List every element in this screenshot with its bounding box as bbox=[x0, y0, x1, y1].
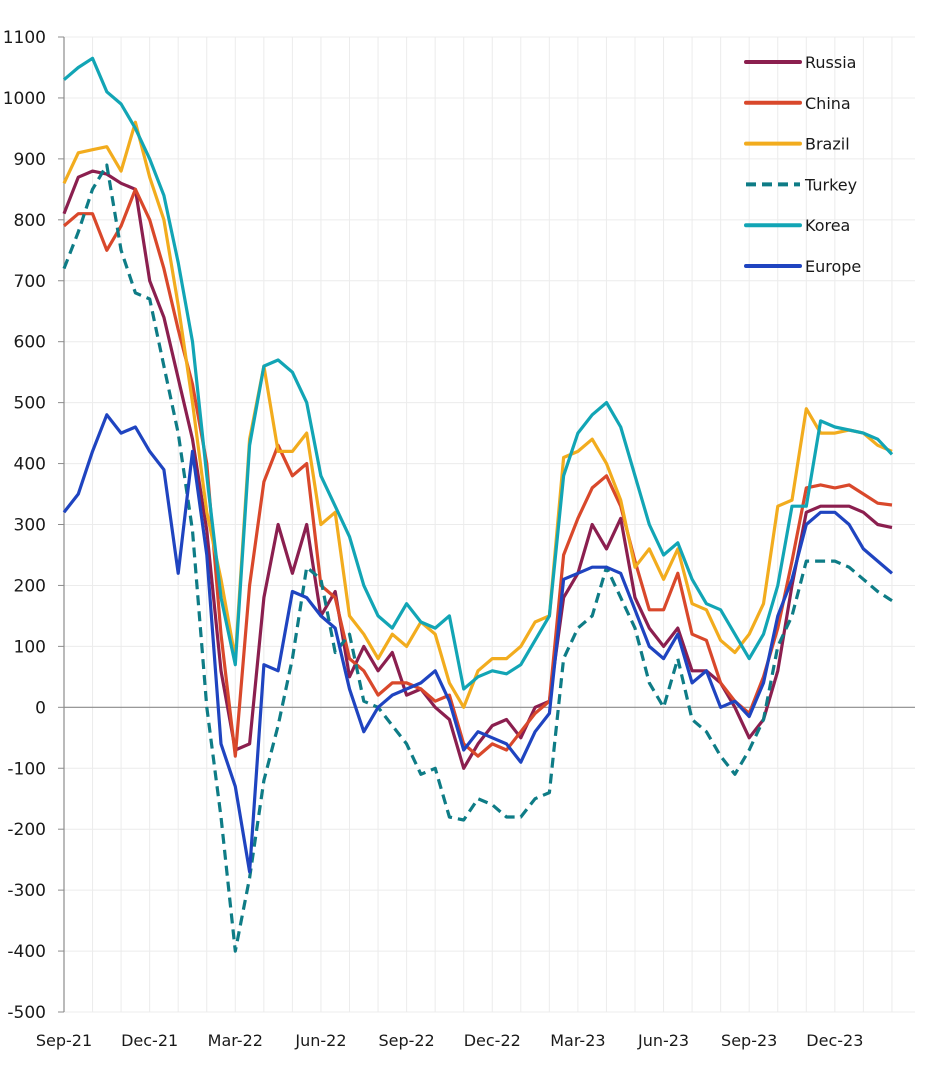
x-tick-label: Mar-23 bbox=[550, 1031, 605, 1050]
legend-label-brazil: Brazil bbox=[805, 135, 850, 154]
y-tick-label: 1100 bbox=[3, 28, 46, 48]
x-tick-label: Dec-22 bbox=[464, 1031, 521, 1050]
x-tick-label: Dec-23 bbox=[806, 1031, 863, 1050]
y-tick-label: 600 bbox=[14, 333, 46, 353]
y-axis-ticks: 110010009008007006005004003002001000-100… bbox=[3, 28, 46, 1023]
y-tick-label: 900 bbox=[14, 150, 46, 170]
legend-label-turkey: Turkey bbox=[804, 175, 857, 194]
y-tick-label: 1000 bbox=[3, 89, 46, 109]
y-tick-label: 800 bbox=[14, 211, 46, 231]
legend-label-europe: Europe bbox=[805, 257, 861, 276]
y-tick-label: -400 bbox=[7, 942, 46, 962]
x-tick-label: Mar-22 bbox=[208, 1031, 263, 1050]
legend-label-korea: Korea bbox=[805, 216, 850, 235]
y-tick-label: 100 bbox=[14, 637, 46, 657]
legend-label-russia: Russia bbox=[805, 53, 856, 72]
y-tick-label: -500 bbox=[7, 1003, 46, 1023]
x-tick-label: Sep-21 bbox=[36, 1031, 92, 1050]
legend-label-china: China bbox=[805, 94, 851, 113]
x-axis-ticks: Sep-21 Dec-21 Mar-22 Jun-22 Sep-22 Dec-22 Mar-… bbox=[36, 1031, 864, 1050]
y-tick-label: 400 bbox=[14, 455, 46, 475]
y-tick-label: 0 bbox=[35, 698, 46, 718]
y-tick-label: 500 bbox=[14, 394, 46, 414]
series-line-turkey bbox=[62, 163, 893, 953]
series-line-europe bbox=[62, 413, 894, 874]
y-tick-label: -100 bbox=[7, 759, 46, 779]
y-tick-label: 300 bbox=[14, 516, 46, 536]
legend: Russia China Brazil Turkey Korea Europe bbox=[744, 53, 861, 276]
y-tick-label: 700 bbox=[14, 272, 46, 292]
y-tick-label: 200 bbox=[14, 576, 46, 596]
y-tick-label: -300 bbox=[7, 881, 46, 901]
x-tick-label: Dec-21 bbox=[121, 1031, 178, 1050]
x-tick-label: Jun-23 bbox=[637, 1031, 689, 1050]
x-tick-label: Sep-23 bbox=[721, 1031, 777, 1050]
x-tick-label: Jun-22 bbox=[294, 1031, 346, 1050]
series-line-brazil bbox=[62, 120, 893, 709]
x-tick-label: Sep-22 bbox=[378, 1031, 434, 1050]
series-line-russia bbox=[62, 169, 893, 770]
series-line-korea bbox=[62, 56, 894, 691]
y-tick-label: -200 bbox=[7, 820, 46, 840]
series-lines bbox=[62, 56, 894, 953]
